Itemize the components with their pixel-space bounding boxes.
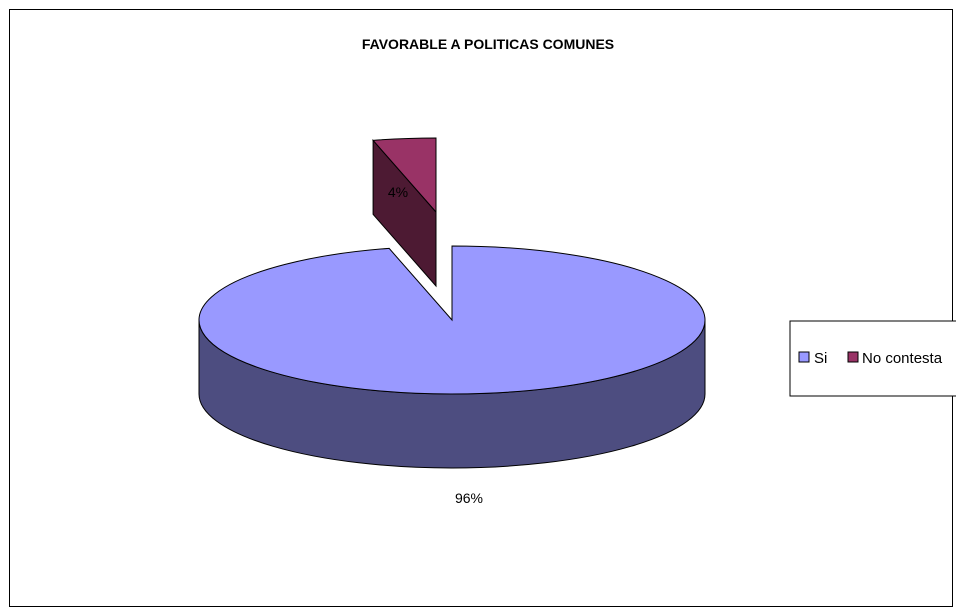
- legend-label-si: Si: [814, 350, 827, 367]
- data-label-si: 96%: [455, 490, 483, 506]
- legend-label-no-contesta: No contesta: [862, 350, 943, 367]
- legend-swatch-no-contesta: [847, 351, 859, 363]
- legend: Si No contesta: [789, 320, 956, 397]
- pie-slice-si: [198, 245, 706, 395]
- pie-slice-no-contesta: [372, 137, 437, 214]
- pie-top-layer: [198, 137, 706, 395]
- legend-box: [789, 320, 956, 397]
- legend-swatch-si: [798, 351, 810, 363]
- chart-title: FAVORABLE A POLITICAS COMUNES: [362, 36, 614, 52]
- data-label-no-contesta: 4%: [388, 184, 408, 200]
